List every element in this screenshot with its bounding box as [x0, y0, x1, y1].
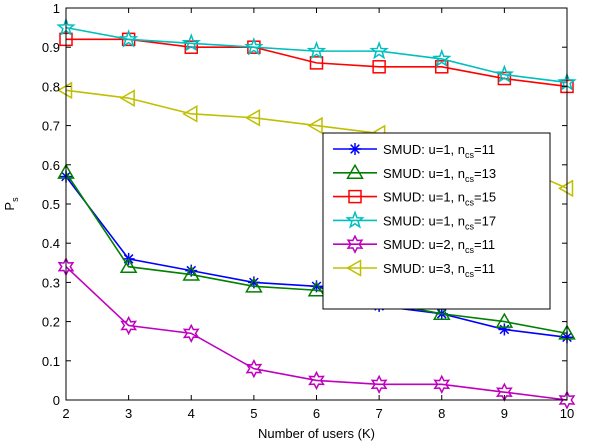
- hexagram-marker: [182, 323, 200, 344]
- y-tick-label: 0.9: [42, 40, 60, 55]
- pentagram-marker: [118, 29, 139, 48]
- pentagram-marker: [306, 40, 327, 60]
- pentagram-marker: [181, 33, 201, 52]
- ticks-layer: 2 3 4 5 6 7 8 9 10 0 0.1 0.2 0.3 0.4 0.5 0.6 0.7 0.8 0.9 1: [42, 1, 574, 421]
- legend-entry: SMUD: u=1, ncs=11: [333, 142, 495, 160]
- x-tick-label: 7: [376, 406, 383, 421]
- square-marker: [497, 71, 512, 86]
- series-line: [66, 38, 568, 88]
- triangle-marker: [245, 277, 263, 293]
- legend-label-sub: cs: [465, 150, 475, 160]
- y-tick-label: 0.2: [42, 315, 60, 330]
- y-tick-label: 0.6: [42, 158, 60, 173]
- pentagram-marker: [369, 40, 389, 60]
- series-line: [65, 26, 568, 84]
- triangle-left-marker: [307, 116, 323, 135]
- y-tick-label: 0.3: [42, 275, 60, 290]
- hexagram-marker: [433, 374, 451, 394]
- x-tick-label: 6: [313, 406, 320, 421]
- series-line: [65, 266, 568, 401]
- hexagram-marker: [346, 234, 364, 254]
- hexagram-marker: [245, 358, 263, 379]
- legend-label-sub: cs: [465, 221, 475, 231]
- legend-label-suffix: =11: [474, 142, 495, 157]
- legend-label-main: SMUD: u=2, n: [383, 237, 465, 252]
- square-marker: [309, 56, 324, 70]
- legend-label-suffix: =13: [474, 166, 496, 181]
- series-3: [59, 32, 574, 94]
- legend-label: SMUD: u=1, ncs=15: [383, 190, 496, 208]
- triangle-left-marker: [56, 81, 73, 100]
- pentagram-marker: [432, 48, 452, 68]
- square-marker: [348, 189, 362, 204]
- legend-entry: SMUD: u=1, ncs=17: [333, 210, 496, 231]
- legend-label-suffix: =15: [474, 190, 496, 205]
- x-tick-label: 10: [560, 406, 574, 421]
- legend-entry: SMUD: u=3, ncs=11: [333, 259, 495, 279]
- legend-entry: SMUD: u=1, ncs=15: [333, 190, 496, 208]
- legend-label-sub: cs: [465, 269, 475, 279]
- square-marker: [184, 40, 198, 54]
- triangle-left-marker: [182, 105, 198, 123]
- x-tick-label: 8: [438, 406, 445, 421]
- legend-label-main: SMUD: u=3, n: [383, 261, 465, 276]
- legend-label-suffix: =11: [474, 237, 495, 252]
- square-marker: [372, 60, 386, 74]
- legend-label-main: SMUD: u=1, n: [383, 166, 465, 181]
- x-axis-label: Number of users (K): [258, 426, 375, 441]
- triangle-marker: [495, 312, 514, 328]
- y-axis-label: Ps: [2, 197, 20, 211]
- y-tick-label: 0: [53, 393, 60, 408]
- x-tick-label: 4: [188, 406, 195, 421]
- legend-label: SMUD: u=2, ncs=11: [383, 237, 495, 255]
- legend-label-sub: cs: [465, 198, 475, 208]
- x-tick-label: 5: [250, 406, 257, 421]
- x-tick-label: 2: [62, 406, 69, 421]
- hexagram-marker: [558, 390, 576, 410]
- legend-label-main: SMUD: u=1, n: [383, 190, 465, 205]
- triangle-marker: [182, 265, 201, 281]
- legend-label-main: SMUD: u=1, n: [383, 142, 465, 157]
- y-tick-label: 0.5: [42, 197, 60, 212]
- legend-entry: SMUD: u=1, ncs=13: [333, 163, 496, 184]
- legend-entry: SMUD: u=2, ncs=11: [333, 234, 495, 255]
- asterisk-marker: [350, 144, 360, 154]
- x-tick-label: 9: [501, 406, 508, 421]
- legend-label: SMUD: u=1, ncs=11: [383, 142, 495, 160]
- triangle-left-marker: [119, 89, 135, 107]
- triangle-left-marker: [345, 259, 362, 277]
- pentagram-marker: [244, 37, 264, 56]
- y-axis-label-main: P: [2, 202, 17, 211]
- y-tick-label: 0.7: [42, 119, 60, 134]
- hexagram-marker: [120, 315, 137, 336]
- legend-label: SMUD: u=1, ncs=13: [383, 166, 496, 184]
- triangle-marker: [432, 304, 451, 321]
- legend-label-main: SMUD: u=1, n: [383, 213, 465, 228]
- series-line: [65, 172, 568, 335]
- square-marker: [435, 60, 449, 74]
- legend-label-sub: cs: [465, 245, 475, 255]
- legend-label: SMUD: u=3, ncs=11: [383, 261, 495, 279]
- legend-label-sub: cs: [465, 174, 475, 184]
- y-tick-label: 0.8: [42, 79, 60, 94]
- triangle-marker: [346, 163, 364, 180]
- triangle-left-marker: [557, 179, 574, 198]
- y-tick-label: 0.4: [42, 236, 60, 251]
- hexagram-marker: [370, 374, 388, 394]
- y-axis-label-sub: s: [10, 197, 20, 202]
- legend-label: SMUD: u=1, ncs=17: [383, 213, 496, 231]
- y-tick-label: 1: [53, 1, 60, 16]
- legend-label-suffix: =11: [474, 261, 495, 276]
- triangle-marker: [307, 281, 326, 297]
- hexagram-marker: [308, 370, 325, 391]
- legend-label-suffix: =17: [474, 213, 496, 228]
- y-tick-label: 0.1: [42, 354, 60, 369]
- x-tick-label: 3: [125, 406, 132, 421]
- pentagram-marker: [494, 64, 515, 83]
- triangle-marker: [119, 257, 138, 273]
- pentagram-marker: [345, 210, 365, 229]
- triangle-left-marker: [244, 108, 261, 127]
